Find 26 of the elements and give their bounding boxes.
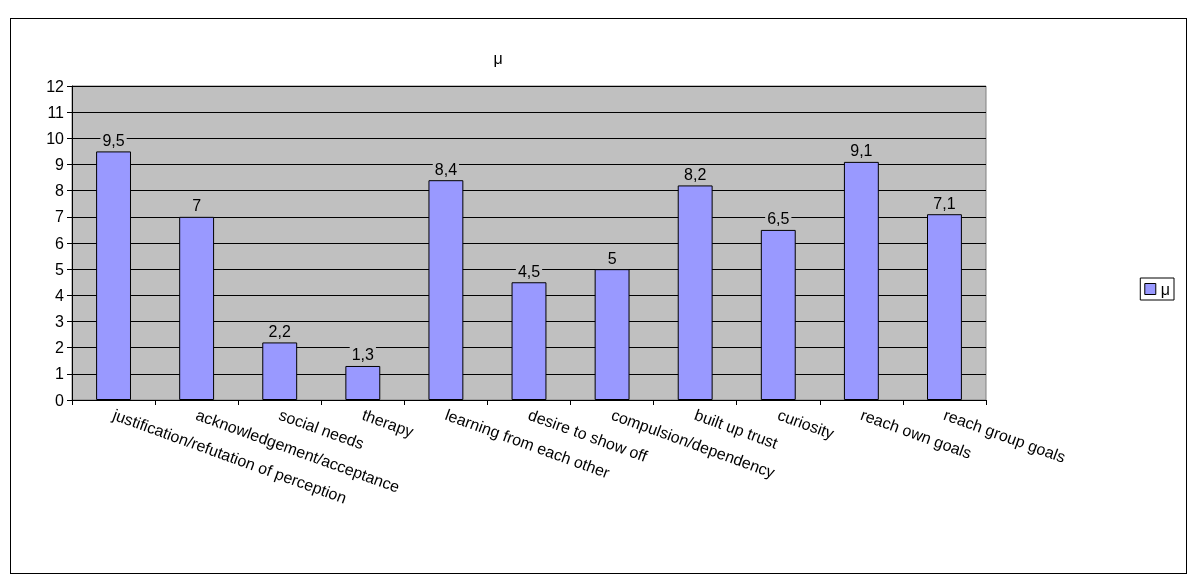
- y-tick-label: 8: [55, 182, 65, 200]
- data-label: 7,1: [933, 194, 956, 212]
- y-tick-label: 5: [55, 260, 65, 278]
- y-tick-label: 12: [46, 77, 65, 95]
- data-label: 9,1: [850, 142, 873, 160]
- data-label: 9,5: [102, 131, 125, 149]
- y-tick-label: 3: [55, 313, 65, 330]
- data-label: 8,4: [434, 160, 458, 178]
- y-tick-label: 11: [47, 103, 65, 121]
- chart-title: μ: [493, 49, 503, 67]
- legend-label: μ: [1160, 280, 1170, 298]
- y-tick-label: 0: [55, 391, 65, 409]
- y-tick-label: 2: [55, 339, 65, 357]
- data-label: 5: [607, 249, 617, 267]
- y-tick-label: 9: [55, 156, 65, 173]
- data-label: 1,3: [351, 346, 375, 364]
- y-tick-label: 6: [55, 234, 65, 252]
- data-label: 6,5: [767, 210, 790, 228]
- data-label: 2,2: [268, 322, 291, 340]
- y-tick-label: 7: [55, 208, 65, 226]
- y-tick-label: 4: [55, 286, 65, 304]
- data-label: 8,2: [684, 165, 707, 183]
- data-label: 4,5: [517, 262, 541, 280]
- data-label: 7: [192, 197, 202, 215]
- y-tick-label: 10: [46, 129, 65, 147]
- y-tick-label: 1: [55, 365, 65, 383]
